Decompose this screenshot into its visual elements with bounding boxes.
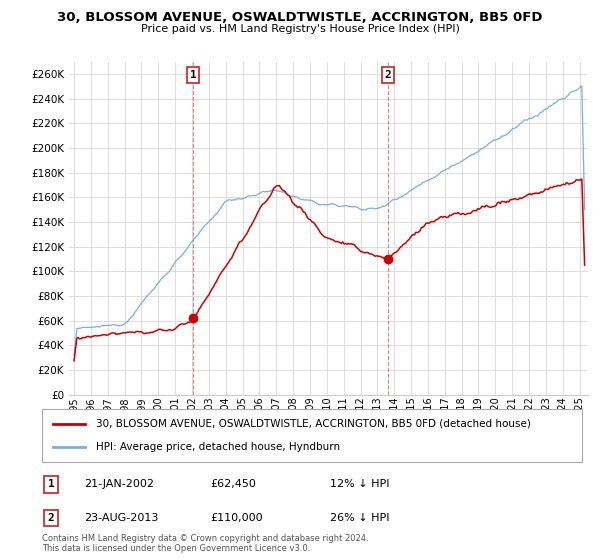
- Text: 26% ↓ HPI: 26% ↓ HPI: [330, 513, 389, 523]
- Text: HPI: Average price, detached house, Hyndburn: HPI: Average price, detached house, Hynd…: [96, 442, 340, 452]
- Text: Contains HM Land Registry data © Crown copyright and database right 2024.
This d: Contains HM Land Registry data © Crown c…: [42, 534, 368, 553]
- Text: £110,000: £110,000: [210, 513, 263, 523]
- Text: 30, BLOSSOM AVENUE, OSWALDTWISTLE, ACCRINGTON, BB5 0FD: 30, BLOSSOM AVENUE, OSWALDTWISTLE, ACCRI…: [57, 11, 543, 24]
- Text: £62,450: £62,450: [210, 479, 256, 489]
- Text: 21-JAN-2002: 21-JAN-2002: [84, 479, 154, 489]
- Text: 2: 2: [47, 513, 55, 523]
- Text: 1: 1: [47, 479, 55, 489]
- Text: 23-AUG-2013: 23-AUG-2013: [84, 513, 158, 523]
- Text: 1: 1: [190, 70, 196, 80]
- Text: 30, BLOSSOM AVENUE, OSWALDTWISTLE, ACCRINGTON, BB5 0FD (detached house): 30, BLOSSOM AVENUE, OSWALDTWISTLE, ACCRI…: [96, 419, 531, 429]
- Text: 12% ↓ HPI: 12% ↓ HPI: [330, 479, 389, 489]
- Text: Price paid vs. HM Land Registry's House Price Index (HPI): Price paid vs. HM Land Registry's House …: [140, 24, 460, 34]
- Text: 2: 2: [385, 70, 392, 80]
